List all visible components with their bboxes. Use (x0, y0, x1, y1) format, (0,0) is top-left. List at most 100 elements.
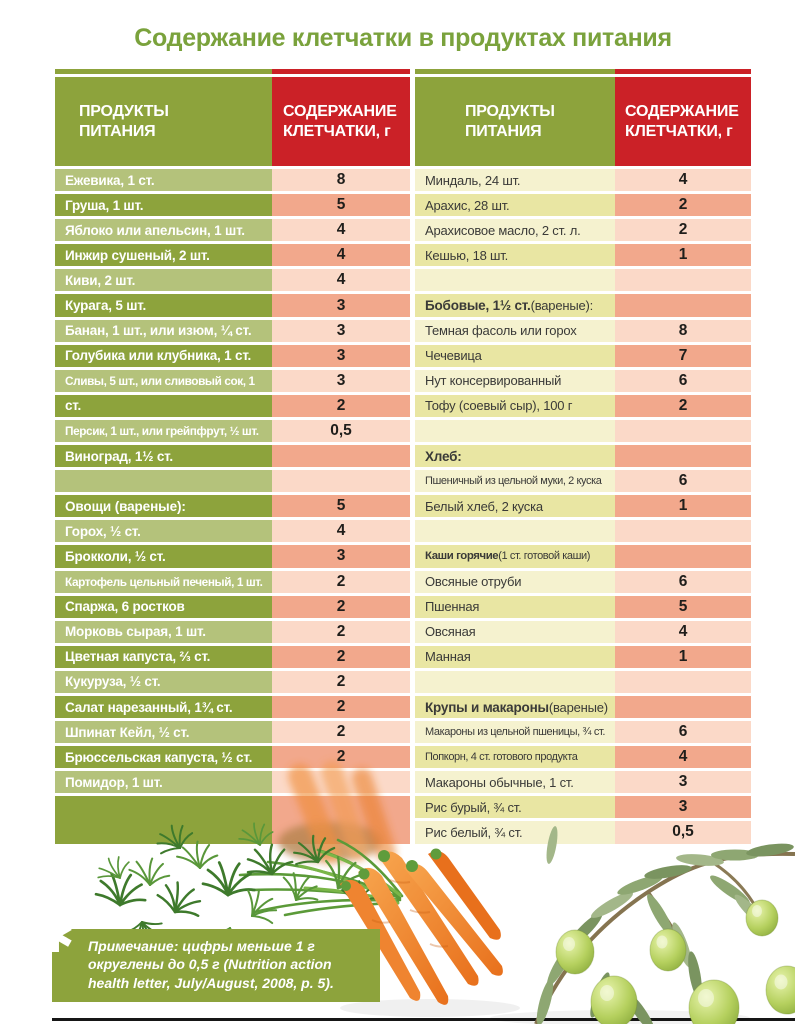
product-cell: Рис белый, ¾ ст. (415, 821, 615, 844)
fiber-value-cell-empty (615, 419, 751, 443)
fiber-value-cell: 5 (272, 495, 410, 518)
product-cell: Овсяная (415, 620, 615, 643)
fiber-table-right: Миндаль, 24 шт. 4 Арахис, 28 шт. 2 Арахисово… (415, 169, 751, 844)
column-header-products-left: ПРОДУКТЫ ПИТАНИЯ (55, 77, 272, 166)
bottom-rule (52, 1018, 795, 1021)
fiber-value-cell: 3 (272, 344, 410, 367)
product-cell: Хлеб: (415, 445, 615, 468)
fiber-value-cell-empty (272, 771, 410, 794)
product-cell: Чечевица (415, 344, 615, 367)
product-cell: Банан, 1 шт., или изюм, ¼ ст. (55, 319, 272, 342)
product-cell: Инжир сушеный, 2 шт. (55, 244, 272, 267)
product-cell-empty (415, 269, 615, 292)
strip-green-right (415, 69, 615, 74)
product-cell: Груша, 1 шт. (55, 194, 272, 217)
fiber-value-cell: 2 (272, 721, 410, 744)
fiber-value-cell: 4 (272, 269, 410, 292)
product-cell: Горох, ½ ст. (55, 520, 272, 543)
product-cell: Шпинат Кейл, ½ ст. (55, 721, 272, 744)
page-title: Содержание клетчатки в продуктах питания (134, 24, 672, 52)
column-header-fiber-right-label: СОДЕРЖАНИЕ КЛЕТЧАТКИ, г (625, 102, 739, 140)
header-top-strip (55, 69, 751, 74)
fiber-value-cell: 5 (615, 595, 751, 618)
fiber-value-cell: 2 (272, 746, 410, 769)
fiber-value-cell: 6 (615, 721, 751, 744)
product-cell: Белый хлеб, 2 куска (415, 495, 615, 518)
strip-gap (410, 69, 415, 74)
product-cell: ст. (55, 394, 272, 417)
product-cell: Нут консервированный (415, 369, 615, 392)
fiber-value-cell-empty (615, 695, 751, 719)
column-header-fiber-left-label: СОДЕРЖАНИЕ КЛЕТЧАТКИ, г (283, 102, 397, 140)
fiber-value-cell: 2 (272, 394, 410, 417)
fiber-value-cell: 8 (615, 319, 751, 342)
fiber-value-cell: 1 (615, 495, 751, 518)
product-cell: Каши горячие (1 ст. готовой каши) (415, 545, 615, 568)
fiber-value-cell: 2 (272, 595, 410, 618)
column-header-products-left-label: ПРОДУКТЫ ПИТАНИЯ (79, 102, 169, 140)
fiber-value-cell: 6 (615, 369, 751, 392)
product-cell: Голубика или клубника, 1 ст. (55, 344, 272, 367)
product-cell: Киви, 2 шт. (55, 269, 272, 292)
product-cell: Тофу (соевый сыр), 100 г (415, 394, 615, 417)
product-cell: Брюссельская капуста, ½ ст. (55, 746, 272, 769)
fiber-table-left: Ежевика, 1 ст. 8 Груша, 1 шт. 5 Яблоко или а… (55, 169, 410, 844)
product-cell: Миндаль, 24 шт. (415, 169, 615, 192)
fiber-value-cell: 5 (272, 194, 410, 217)
column-header-fiber-left: СОДЕРЖАНИЕ КЛЕТЧАТКИ, г (272, 77, 410, 166)
product-cell: Яблоко или апельсин, 1 шт. (55, 219, 272, 242)
strip-red-right (615, 69, 751, 74)
product-cell-empty (55, 796, 272, 844)
asterisk-icon: ✱ (36, 910, 75, 962)
product-cell: Попкорн, 4 ст. готового продукта (415, 746, 615, 769)
product-cell: Виноград, 1½ ст. (55, 445, 272, 468)
fiber-value-cell: 0,5 (615, 821, 751, 844)
fiber-value-cell: 3 (272, 319, 410, 342)
fiber-value-cell: 4 (615, 169, 751, 192)
product-cell-empty (415, 419, 615, 443)
fiber-value-cell-empty (272, 470, 410, 493)
product-cell-empty (415, 670, 615, 693)
strip-red-left (272, 69, 410, 74)
fiber-value-cell: 2 (615, 194, 751, 217)
product-cell: Макароны обычные, 1 ст. (415, 771, 615, 794)
product-cell: Бобовые, 1½ ст. (вареные): (415, 294, 615, 317)
fiber-value-cell: 4 (615, 746, 751, 769)
product-cell: Пшенная (415, 595, 615, 618)
fiber-value-cell: 1 (615, 645, 751, 668)
product-cell: Овощи (вареные): (55, 495, 272, 518)
product-cell: Картофель цельный печеный, 1 шт. (55, 570, 272, 593)
fiber-value-cell: 8 (272, 169, 410, 192)
product-cell: Помидор, 1 шт. (55, 771, 272, 794)
olives (555, 899, 795, 1024)
fiber-value-cell: 2 (272, 570, 410, 593)
olive-branch-photo (533, 825, 795, 1024)
column-header-products-right: ПРОДУКТЫ ПИТАНИЯ (415, 77, 615, 166)
fiber-value-cell: 2 (615, 219, 751, 242)
column-header-products-right-label: ПРОДУКТЫ ПИТАНИЯ (465, 102, 555, 140)
fiber-value-cell-empty (272, 796, 410, 844)
fiber-value-cell: 1 (615, 244, 751, 267)
fiber-value-cell-empty (272, 445, 410, 468)
product-cell: Рис бурый, ¾ ст. (415, 796, 615, 819)
fiber-value-cell-empty (615, 545, 751, 568)
product-cell: Кукуруза, ½ ст. (55, 670, 272, 693)
fiber-value-cell: 3 (272, 545, 410, 568)
product-cell: Ежевика, 1 ст. (55, 169, 272, 192)
fiber-value-cell: 3 (272, 369, 410, 392)
product-cell: Арахисовое масло, 2 ст. л. (415, 219, 615, 242)
fiber-value-cell: 7 (615, 344, 751, 367)
fiber-value-cell: 4 (272, 520, 410, 543)
fiber-value-cell-empty (615, 670, 751, 693)
fiber-value-cell: 2 (615, 394, 751, 417)
product-cell: Макароны из цельной пшеницы, ¾ ст. (415, 721, 615, 744)
product-cell: Пшеничный из цельной муки, 2 куска (415, 470, 615, 493)
column-header-fiber-right: СОДЕРЖАНИЕ КЛЕТЧАТКИ, г (615, 77, 751, 166)
product-cell: Крупы и макароны (вареные) (415, 695, 615, 719)
fiber-value-cell: 6 (615, 570, 751, 593)
olive-leaves (533, 825, 795, 1024)
product-cell: Курага, 5 шт. (55, 294, 272, 317)
fiber-value-cell: 4 (272, 219, 410, 242)
product-cell: Арахис, 28 шт. (415, 194, 615, 217)
